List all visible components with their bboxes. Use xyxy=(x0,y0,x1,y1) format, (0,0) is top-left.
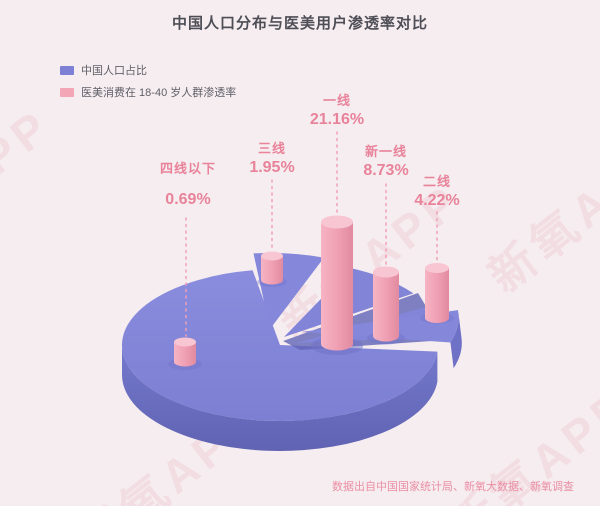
label-tier4: 四线以下 0.69% xyxy=(160,158,216,209)
label-tier1-value: 21.16% xyxy=(309,111,365,128)
label-tier2-value: 4.22% xyxy=(414,192,460,209)
legend-label-population: 中国人口占比 xyxy=(81,65,147,77)
bar-new-tier1 xyxy=(373,266,399,342)
label-tier3-name: 三线 xyxy=(257,141,286,156)
chart-legend: 中国人口占比 医美消费在 18-40 岁人群渗透率 xyxy=(60,62,236,106)
label-new-tier1-name: 新一线 xyxy=(364,144,407,159)
label-tier4-value: 0.69% xyxy=(165,191,211,208)
legend-swatch-population xyxy=(60,65,74,75)
connector-lines xyxy=(185,131,438,337)
label-tier3: 三线 1.95% xyxy=(249,138,294,177)
label-tier1: 一线 21.16% xyxy=(310,90,364,129)
label-tier4-name: 四线以下 xyxy=(159,161,217,176)
label-tier3-value: 1.95% xyxy=(249,159,295,176)
legend-item-penetration: 医美消费在 18-40 岁人群渗透率 xyxy=(60,84,236,100)
pie-slice-main-side xyxy=(122,345,438,451)
label-new-tier1: 新一线 8.73% xyxy=(363,141,408,180)
bar-tier4 xyxy=(174,337,196,367)
legend-swatch-penetration xyxy=(60,87,74,97)
data-source-note: 数据出自中国国家统计局、新氧大数据、新氧调查 xyxy=(332,481,574,493)
label-tier1-name: 一线 xyxy=(322,93,352,108)
bar-tier3 xyxy=(261,251,283,285)
label-tier2-name: 二线 xyxy=(422,174,451,189)
penetration-bars xyxy=(174,215,449,367)
label-tier2: 二线 4.22% xyxy=(414,171,459,210)
pie-slice-main-top xyxy=(121,270,438,422)
bar-tier2 xyxy=(425,263,449,323)
label-new-tier1-value: 8.73% xyxy=(363,162,409,179)
legend-item-population: 中国人口占比 xyxy=(60,62,236,78)
legend-label-penetration: 医美消费在 18-40 岁人群渗透率 xyxy=(81,87,237,99)
pie-slice-tier2-side xyxy=(450,312,462,369)
bar-tier1 xyxy=(321,215,353,351)
page-title: 中国人口分布与医美用户渗透率对比 xyxy=(171,15,428,32)
